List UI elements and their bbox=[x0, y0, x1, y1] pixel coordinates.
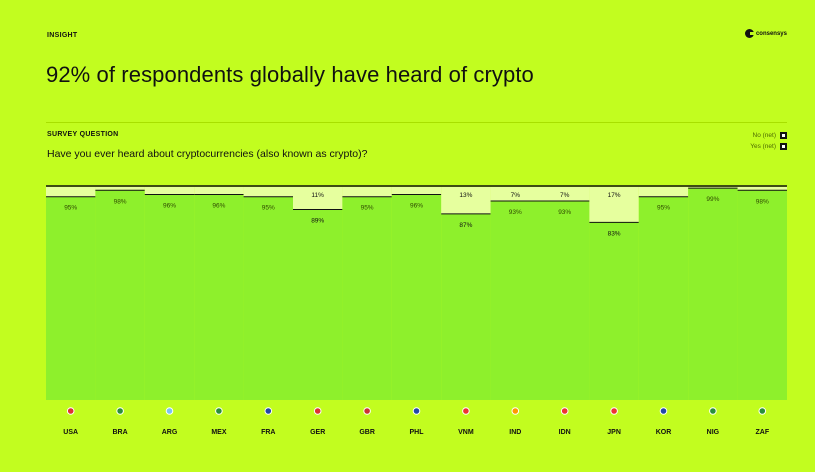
flag-jpn-icon bbox=[610, 407, 618, 415]
flag-kor-icon bbox=[659, 407, 668, 415]
survey-question-label: SURVEY QUESTION bbox=[47, 131, 119, 138]
yes-value-label-bra: 98% bbox=[114, 198, 127, 205]
bar-yes-usa bbox=[46, 196, 96, 400]
insight-label: INSIGHT bbox=[47, 32, 78, 39]
no-value-label-idn: 7% bbox=[560, 192, 570, 199]
legend-label-yes: Yes (net) bbox=[750, 143, 776, 150]
yes-value-label-fra: 95% bbox=[262, 205, 275, 212]
bar-no-zaf bbox=[737, 187, 787, 191]
bar-yes-idn bbox=[540, 200, 590, 400]
no-value-label-jpn: 17% bbox=[608, 192, 621, 199]
bar-yes-mex bbox=[194, 194, 244, 400]
no-value-label-ger: 11% bbox=[311, 192, 324, 199]
yes-value-label-arg: 96% bbox=[163, 203, 176, 210]
bar-no-ind bbox=[490, 187, 540, 201]
flag-gbr-icon bbox=[363, 407, 371, 415]
bar-yes-arg bbox=[144, 194, 195, 400]
yes-value-label-jpn: 83% bbox=[608, 230, 621, 237]
bar-yes-nig bbox=[688, 188, 738, 400]
bar-yes-zaf bbox=[737, 190, 787, 400]
flag-arg-icon bbox=[165, 407, 174, 415]
bar-no-mex bbox=[194, 187, 244, 195]
bar-yes-gbr bbox=[342, 196, 392, 400]
legend-label-no: No (net) bbox=[752, 132, 776, 139]
bar-no-jpn bbox=[589, 187, 639, 223]
flag-nig-icon bbox=[709, 407, 717, 415]
bar-no-arg bbox=[144, 187, 195, 195]
yes-value-label-kor: 95% bbox=[657, 205, 670, 212]
category-label-zaf: ZAF bbox=[755, 429, 769, 436]
category-label-mex: MEX bbox=[211, 429, 227, 436]
category-label-kor: KOR bbox=[656, 429, 672, 436]
bar-no-vnm bbox=[441, 187, 491, 214]
bar-yes-jpn bbox=[589, 222, 639, 400]
yes-value-label-nig: 99% bbox=[706, 196, 719, 203]
flag-phl-icon bbox=[412, 407, 421, 415]
consensys-logo: consensys bbox=[744, 29, 787, 38]
category-label-ind: IND bbox=[509, 429, 521, 436]
category-label-usa: USA bbox=[63, 429, 78, 436]
legend-item-yes: Yes (net) bbox=[750, 143, 787, 150]
yes-value-label-zaf: 98% bbox=[756, 198, 769, 205]
flag-usa-icon bbox=[66, 407, 75, 415]
bar-yes-bra bbox=[95, 190, 145, 400]
legend-swatch-yes bbox=[780, 143, 787, 150]
bar-no-fra bbox=[243, 187, 293, 197]
bar-no-nig bbox=[688, 187, 738, 189]
yes-value-label-phl: 96% bbox=[410, 203, 423, 210]
category-label-fra: FRA bbox=[261, 429, 275, 436]
flag-idn-icon bbox=[560, 407, 569, 415]
category-label-gbr: GBR bbox=[359, 429, 375, 436]
bar-no-ger bbox=[293, 187, 343, 210]
headline: 92% of respondents globally have heard o… bbox=[46, 62, 534, 87]
bar-no-kor bbox=[638, 187, 689, 197]
survey-question-text: Have you ever heard about cryptocurrenci… bbox=[47, 148, 368, 160]
bar-yes-vnm bbox=[441, 213, 491, 400]
legend: No (net) Yes (net) bbox=[750, 132, 787, 150]
flag-ind-icon bbox=[511, 407, 520, 415]
category-label-ger: GER bbox=[310, 429, 325, 436]
bar-yes-kor bbox=[638, 196, 689, 400]
yes-value-label-ger: 89% bbox=[311, 218, 324, 225]
yes-value-label-mex: 96% bbox=[212, 203, 225, 210]
bar-yes-phl bbox=[391, 194, 442, 400]
bar-no-phl bbox=[391, 187, 442, 195]
flag-fra-icon bbox=[264, 407, 273, 415]
no-value-label-ind: 7% bbox=[511, 192, 521, 199]
category-label-idn: IDN bbox=[559, 429, 571, 436]
category-label-nig: NIG bbox=[707, 429, 720, 436]
bar-no-usa bbox=[46, 187, 96, 197]
category-label-bra: BRA bbox=[113, 429, 128, 436]
bar-yes-ger bbox=[293, 209, 343, 400]
bar-yes-fra bbox=[243, 196, 293, 400]
flag-mex-icon bbox=[215, 407, 223, 415]
category-label-vnm: VNM bbox=[458, 429, 474, 436]
yes-value-label-idn: 93% bbox=[558, 209, 571, 216]
flag-vnm-icon bbox=[462, 407, 470, 415]
category-label-arg: ARG bbox=[162, 429, 178, 436]
flag-bra-icon bbox=[116, 407, 124, 415]
legend-swatch-no bbox=[780, 132, 787, 139]
logo-text: consensys bbox=[755, 30, 787, 37]
category-label-jpn: JPN bbox=[607, 429, 621, 436]
yes-value-label-usa: 95% bbox=[64, 205, 77, 212]
category-label-phl: PHL bbox=[410, 429, 425, 436]
consensys-logo-icon bbox=[744, 29, 755, 38]
bar-no-idn bbox=[540, 187, 590, 201]
section-divider bbox=[46, 122, 787, 123]
bar-no-gbr bbox=[342, 187, 392, 197]
legend-item-no: No (net) bbox=[753, 132, 787, 139]
yes-value-label-vnm: 87% bbox=[459, 222, 472, 229]
no-value-label-vnm: 13% bbox=[459, 192, 472, 199]
yes-value-label-ind: 93% bbox=[509, 209, 522, 216]
flag-zaf-icon bbox=[758, 407, 767, 415]
yes-value-label-gbr: 95% bbox=[361, 205, 374, 212]
flag-ger-icon bbox=[313, 407, 322, 415]
bar-yes-ind bbox=[490, 200, 540, 400]
bar-no-bra bbox=[95, 187, 145, 191]
